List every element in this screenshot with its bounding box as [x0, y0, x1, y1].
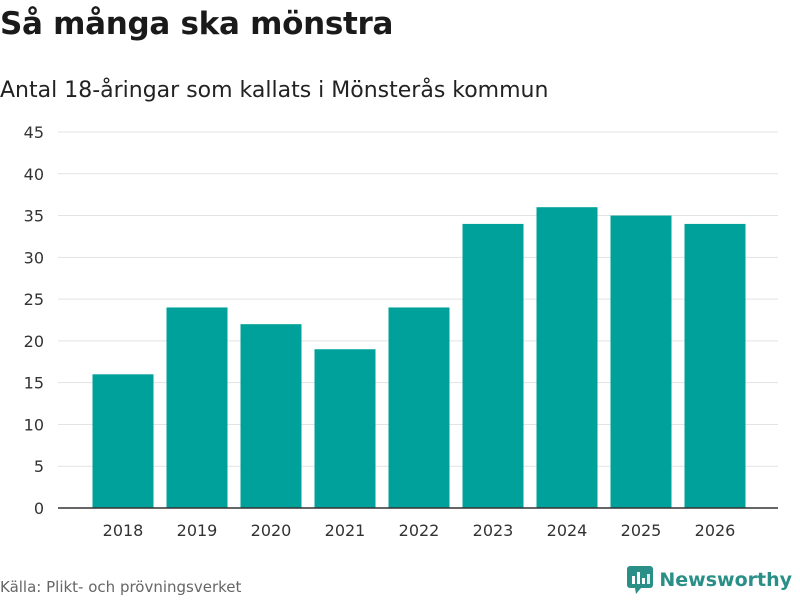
x-axis-tick-labels: 2018 2019 2020 2021 2022 2023 2024 2025 2026 — [103, 521, 736, 540]
y-tick-label: 25 — [24, 290, 44, 309]
bar-2018 — [92, 374, 154, 508]
chart-title: Så många ska mönstra — [0, 6, 394, 42]
x-tick-label: 2019 — [177, 521, 218, 540]
y-tick-label: 15 — [24, 374, 44, 393]
y-tick-label: 0 — [34, 499, 44, 518]
bar-2021 — [314, 349, 376, 508]
chart-subtitle: Antal 18-åringar som kallats i Mönsterås… — [0, 78, 549, 103]
x-tick-label: 2024 — [547, 521, 588, 540]
x-tick-label: 2025 — [621, 521, 662, 540]
y-tick-label: 30 — [24, 248, 44, 267]
x-tick-label: 2021 — [325, 521, 366, 540]
bar-2023 — [462, 223, 524, 508]
x-tick-label: 2022 — [399, 521, 440, 540]
bar-2022 — [388, 307, 450, 508]
x-tick-label: 2020 — [251, 521, 292, 540]
x-tick-label: 2023 — [473, 521, 514, 540]
y-tick-label: 10 — [24, 415, 44, 434]
y-axis-tick-labels: 0 5 10 15 20 25 30 35 40 45 — [24, 123, 44, 518]
bar-2019 — [166, 307, 228, 508]
bar-2020 — [240, 324, 302, 508]
x-tick-label: 2018 — [103, 521, 144, 540]
source-note: Källa: Plikt- och prövningsverket — [0, 578, 242, 596]
brand-logo: Newsworthy — [627, 566, 792, 594]
bars — [92, 207, 746, 509]
y-tick-label: 35 — [24, 207, 44, 226]
brand-name: Newsworthy — [659, 569, 792, 591]
bar-2024 — [536, 207, 598, 508]
y-tick-label: 5 — [34, 457, 44, 476]
y-tick-label: 20 — [24, 332, 44, 351]
x-tick-label: 2026 — [695, 521, 736, 540]
bar-2025 — [610, 215, 672, 509]
y-tick-label: 45 — [24, 123, 44, 142]
bar-2026 — [684, 223, 746, 508]
y-tick-label: 40 — [24, 165, 44, 184]
newsworthy-logo-icon — [627, 566, 654, 594]
